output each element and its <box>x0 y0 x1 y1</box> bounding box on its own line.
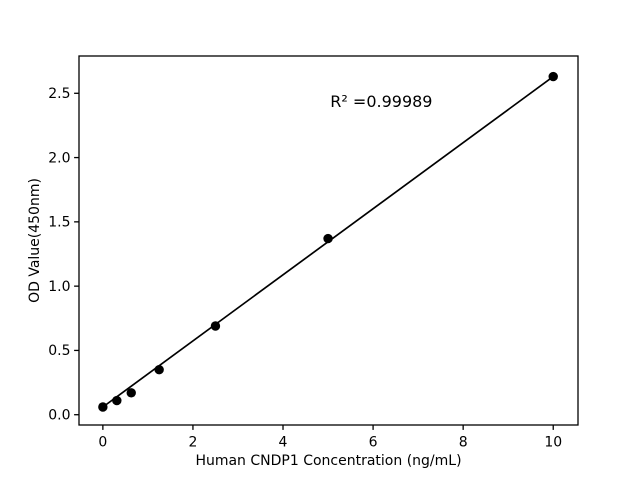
x-axis-tick-label: 8 <box>459 435 468 451</box>
data-point <box>548 71 558 82</box>
r-squared-annotation: R² =0.99989 <box>330 92 432 111</box>
data-point <box>126 388 136 398</box>
x-axis-label: Human CNDP1 Concentration (ng/mL) <box>195 453 461 469</box>
data-point <box>210 321 221 331</box>
y-axis-tick-label: 1.5 <box>48 215 70 231</box>
x-axis-tick-label: 2 <box>188 435 197 451</box>
y-axis-tick-label: 2.0 <box>48 150 70 166</box>
y-axis-tick-label: 2.5 <box>48 86 70 102</box>
y-axis-tick-label: 1.0 <box>48 279 70 295</box>
data-point <box>112 395 122 406</box>
data-point <box>154 365 164 375</box>
x-axis-tick-label: 0 <box>98 435 107 451</box>
y-axis-label: OD Value(450nm) <box>27 178 43 303</box>
x-axis-tick-label: 4 <box>279 435 288 451</box>
axes-frame <box>78 55 579 426</box>
x-axis-tick-label: 6 <box>369 435 378 451</box>
x-axis-tick-label: 10 <box>544 435 562 451</box>
data-point <box>323 233 333 244</box>
data-point <box>98 402 108 412</box>
y-axis-tick-label: 0.5 <box>48 343 70 359</box>
y-axis-tick-label: 0.0 <box>48 408 70 424</box>
